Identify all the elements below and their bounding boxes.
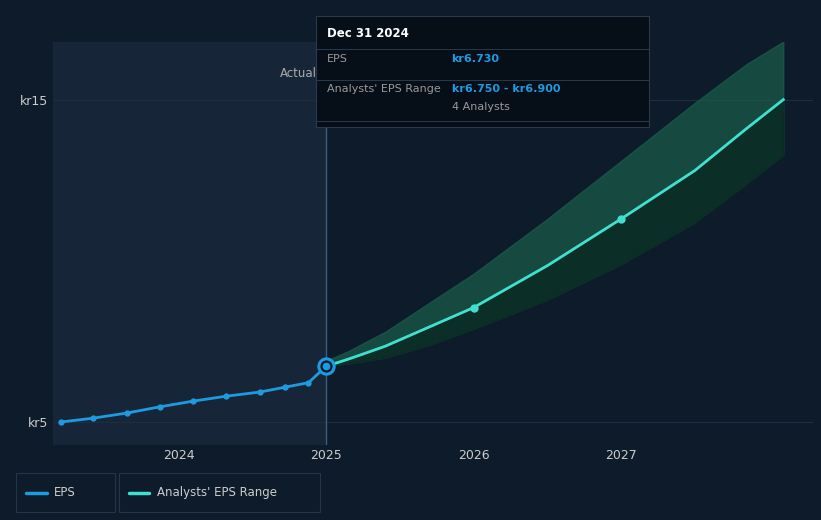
Text: kr6.750 - kr6.900: kr6.750 - kr6.900 [452,84,560,94]
Text: Actual: Actual [280,68,318,81]
Text: kr6.730: kr6.730 [452,54,499,63]
Bar [53,42,326,445]
Text: Dec 31 2024: Dec 31 2024 [327,27,409,40]
Text: Analysts' EPS Range: Analysts' EPS Range [157,486,277,499]
Text: 4 Analysts: 4 Analysts [452,102,509,112]
Text: Analysts Forecasts: Analysts Forecasts [335,68,445,81]
Text: EPS: EPS [54,486,76,499]
Text: Analysts' EPS Range: Analysts' EPS Range [327,84,441,94]
Text: EPS: EPS [327,54,347,63]
